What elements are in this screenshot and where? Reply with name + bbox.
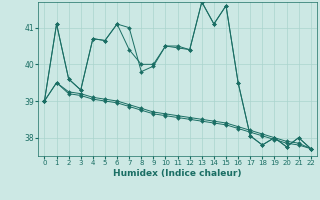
X-axis label: Humidex (Indice chaleur): Humidex (Indice chaleur) [113,169,242,178]
